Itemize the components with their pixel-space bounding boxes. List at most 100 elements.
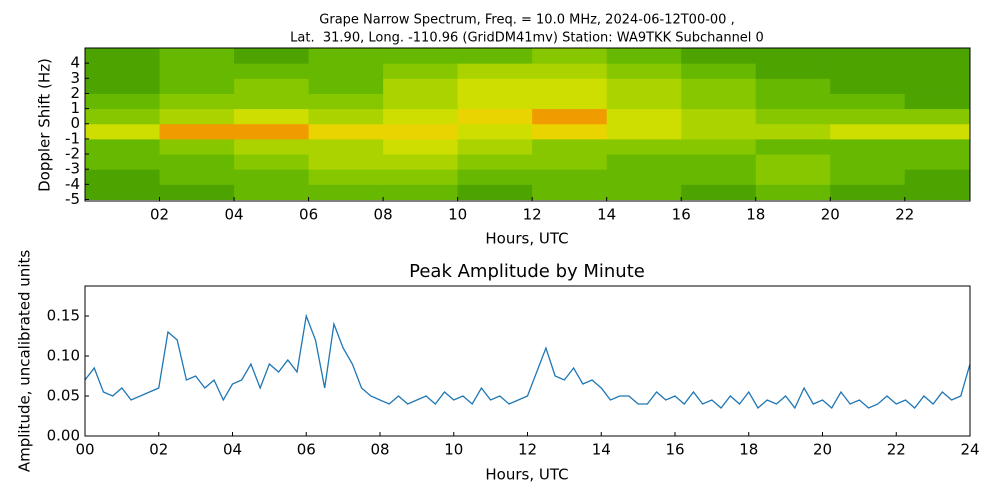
- heatmap-cell: [234, 48, 310, 64]
- x-tick-label: 18: [739, 441, 758, 459]
- y-tick-label: 0.10: [47, 347, 80, 365]
- heatmap-cell: [681, 123, 757, 140]
- heatmap-cell: [159, 184, 235, 200]
- heatmap-cell: [532, 108, 608, 125]
- heatmap-cell: [681, 138, 757, 155]
- heatmap-cell: [606, 48, 682, 64]
- heatmap-cell: [830, 138, 906, 155]
- heatmap-cell: [457, 138, 533, 155]
- heatmap-cell: [830, 63, 906, 79]
- y-tick-label: 4: [70, 54, 80, 72]
- heatmap-cell: [234, 123, 310, 140]
- heatmap-cell: [681, 154, 757, 170]
- heatmap-cell: [830, 123, 906, 140]
- heatmap-cell: [904, 138, 970, 155]
- heatmap-cell: [681, 169, 757, 185]
- heatmap-cell: [457, 184, 533, 200]
- heatmap-cell: [606, 169, 682, 185]
- heatmap-cell: [532, 154, 608, 170]
- heatmap-cell: [830, 154, 906, 170]
- heatmap-cell: [681, 93, 757, 110]
- heatmap-cell: [308, 154, 384, 170]
- x-tick-label: 06: [297, 441, 316, 459]
- heatmap-cell: [904, 184, 970, 200]
- x-tick-label: 20: [813, 441, 832, 459]
- heatmap-cell: [830, 169, 906, 185]
- heatmap-cell: [532, 138, 608, 155]
- x-tick-label: 02: [149, 441, 168, 459]
- x-axis-label: Hours, UTC: [485, 466, 568, 484]
- heatmap-cell: [457, 108, 533, 125]
- heatmap-cell: [159, 108, 235, 125]
- heatmap-cell: [532, 78, 608, 94]
- heatmap-cell: [532, 169, 608, 185]
- chart-title: Peak Amplitude by Minute: [409, 261, 645, 282]
- heatmap-cell: [532, 63, 608, 79]
- heatmap-cell: [308, 123, 384, 140]
- chart-title: Grape Narrow Spectrum, Freq. = 10.0 MHz,…: [319, 13, 734, 28]
- heatmap-cell: [85, 184, 161, 200]
- heatmap-cell: [904, 169, 970, 185]
- y-axis-label: Doppler Shift (Hz): [36, 58, 54, 192]
- plot-area: [85, 313, 970, 410]
- heatmap-cell: [457, 93, 533, 110]
- heatmap-cell: [755, 48, 831, 64]
- heatmap-cell: [606, 63, 682, 79]
- heatmap-cell: [904, 93, 970, 110]
- heatmap-cell: [755, 123, 831, 140]
- x-tick-label: 12: [518, 441, 537, 459]
- heatmap-cell: [606, 123, 682, 140]
- heatmap-cell: [830, 93, 906, 110]
- heatmap-cell: [681, 48, 757, 64]
- heatmap-cell: [234, 93, 310, 110]
- heatmap-cell: [159, 63, 235, 79]
- heatmap-cell: [457, 123, 533, 140]
- x-tick-label: 10: [444, 441, 463, 459]
- y-tick-label: 3: [70, 69, 80, 87]
- chart-title: Lat. 31.90, Long. -110.96 (GridDM41mv) S…: [290, 31, 764, 46]
- heatmap-cell: [308, 169, 384, 185]
- heatmap-cell: [904, 63, 970, 79]
- axes-frame: [84, 47, 971, 202]
- heatmap-cell: [308, 184, 384, 200]
- heatmap-cell: [457, 78, 533, 94]
- heatmap-cell: [681, 184, 757, 200]
- heatmap-cell: [234, 78, 310, 94]
- heatmap-cell: [904, 123, 970, 140]
- heatmap-cell: [532, 93, 608, 110]
- heatmap-cell: [755, 63, 831, 79]
- heatmap-cell: [755, 78, 831, 94]
- x-tick-label: 10: [448, 206, 467, 224]
- heatmap-cell: [830, 78, 906, 94]
- heatmap-cell: [681, 108, 757, 125]
- heatmap-cell: [159, 154, 235, 170]
- x-tick-label: 22: [895, 206, 914, 224]
- heatmap-cell: [308, 78, 384, 94]
- heatmap-cell: [681, 78, 757, 94]
- heatmap-cell: [159, 123, 235, 140]
- heatmap-cell: [606, 78, 682, 94]
- heatmap-cell: [85, 138, 161, 155]
- y-tick-label: -1: [65, 129, 80, 147]
- heatmap-cell: [234, 138, 310, 155]
- heatmap-cell: [308, 93, 384, 110]
- heatmap-cell: [308, 108, 384, 125]
- x-axis-label: Hours, UTC: [485, 230, 568, 248]
- heatmap-cell: [606, 93, 682, 110]
- heatmap-cell: [457, 154, 533, 170]
- heatmap-cell: [85, 48, 161, 64]
- heatmap-cell: [308, 138, 384, 155]
- heatmap-cell: [755, 108, 831, 125]
- heatmap-cell: [159, 93, 235, 110]
- heatmap-cell: [159, 169, 235, 185]
- heatmap-cell: [383, 48, 459, 64]
- y-tick-label: 0.15: [47, 307, 80, 325]
- x-tick-label: 08: [374, 206, 393, 224]
- heatmap-cell: [606, 154, 682, 170]
- x-tick-label: 16: [672, 206, 691, 224]
- y-axis-label: Amplitude, uncalibrated units: [16, 250, 34, 473]
- axes-frame: [84, 285, 971, 437]
- heatmap-cell: [904, 154, 970, 170]
- heatmap-cell: [457, 48, 533, 64]
